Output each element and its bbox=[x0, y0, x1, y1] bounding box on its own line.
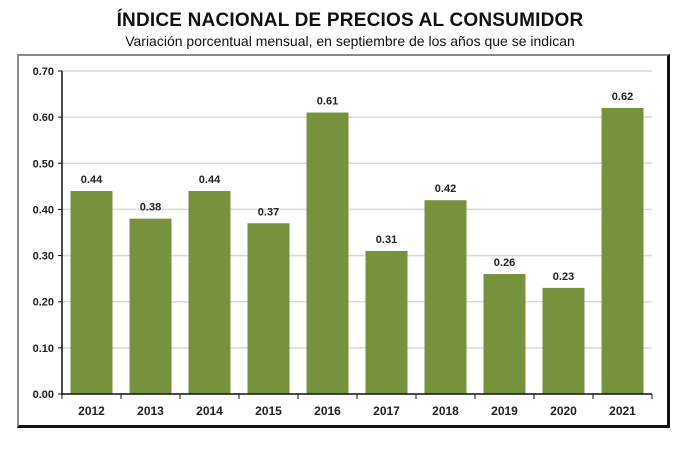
bar-2018 bbox=[424, 200, 467, 394]
data-label-2013: 0.38 bbox=[140, 202, 161, 214]
y-tick-label: 0.60 bbox=[33, 112, 54, 124]
chart-subtitle: Variación porcentual mensual, en septiem… bbox=[125, 33, 575, 49]
x-tick-label-2017: 2017 bbox=[373, 404, 400, 418]
x-tick-label-2012: 2012 bbox=[78, 404, 105, 418]
bar-2019 bbox=[483, 274, 526, 394]
y-tick-label: 0.00 bbox=[33, 389, 54, 401]
x-tick-label-2015: 2015 bbox=[255, 404, 282, 418]
data-label-2020: 0.23 bbox=[553, 271, 574, 283]
y-tick-label: 0.40 bbox=[33, 204, 54, 216]
bar-2012 bbox=[70, 190, 113, 394]
data-label-2018: 0.42 bbox=[435, 183, 456, 195]
y-tick-label: 0.20 bbox=[33, 297, 54, 309]
bar-2021 bbox=[601, 107, 644, 395]
x-tick-label-2016: 2016 bbox=[314, 404, 341, 418]
chart-frame bbox=[17, 54, 670, 428]
bar-2014 bbox=[188, 190, 231, 394]
data-label-2015: 0.37 bbox=[258, 206, 279, 218]
data-labels: 0.44 0.38 0.44 0.37 0.61 0.31 0.42 0.26 0.23 0.62 bbox=[81, 91, 633, 283]
chart-title: ÍNDICE NACIONAL DE PRECIOS AL CONSUMIDOR bbox=[116, 10, 584, 31]
bar-2013 bbox=[129, 218, 172, 394]
x-tick-label-2020: 2020 bbox=[550, 404, 577, 418]
bars bbox=[70, 107, 644, 395]
x-tick-label-2018: 2018 bbox=[432, 404, 459, 418]
x-tick-label-2013: 2013 bbox=[137, 404, 164, 418]
bar-2015 bbox=[247, 223, 290, 394]
y-tick-label: 0.50 bbox=[33, 158, 54, 170]
data-label-2021: 0.62 bbox=[612, 91, 633, 103]
y-tick-label: 0.10 bbox=[33, 343, 54, 355]
data-label-2014: 0.44 bbox=[199, 174, 221, 186]
bar-2017 bbox=[365, 250, 408, 394]
x-tick-label-2019: 2019 bbox=[491, 404, 518, 418]
bar-2020 bbox=[542, 287, 585, 394]
y-tick-label: 0.30 bbox=[33, 251, 54, 263]
y-tick-label: 0.70 bbox=[33, 66, 54, 78]
axes: 0.00 0.10 0.20 0.30 0.40 0.50 0.60 0.70 2012 2013… bbox=[33, 66, 653, 418]
data-label-2017: 0.31 bbox=[376, 234, 397, 246]
bar-2016 bbox=[306, 112, 349, 395]
x-tick-label-2014: 2014 bbox=[196, 404, 223, 418]
data-label-2016: 0.61 bbox=[317, 96, 338, 108]
x-tick-label-2021: 2021 bbox=[609, 404, 636, 418]
data-label-2019: 0.26 bbox=[494, 257, 515, 269]
data-label-2012: 0.44 bbox=[81, 174, 103, 186]
